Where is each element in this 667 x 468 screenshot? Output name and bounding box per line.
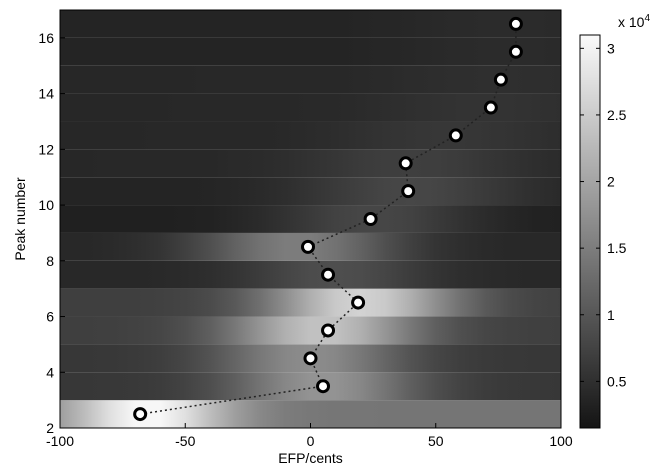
x-axis-label: EFP/cents: [278, 450, 343, 466]
peak-marker: [303, 351, 318, 366]
heatmap-band: [60, 205, 561, 233]
colorbar-exponent-power: 4: [644, 13, 650, 24]
peak-marker: [321, 267, 336, 282]
heatmap-band: [60, 316, 561, 345]
colorbar-tick-label: 3: [607, 40, 615, 56]
colorbar-ticks: 0.5 1 1.5 2 2.5 3: [580, 40, 627, 389]
y-tick-label: 6: [46, 309, 54, 325]
y-axis-ticks: 2 4 6 8 10 12 14 16: [38, 30, 65, 436]
peak-marker: [508, 16, 523, 31]
heatmap-band: [60, 65, 561, 94]
colorbar-exponent-base: x 10: [618, 14, 645, 30]
colorbar-tick-label: 0.5: [607, 373, 627, 389]
y-axis-label: Peak number: [12, 177, 28, 261]
colorbar-tick-label: 1.5: [607, 240, 627, 256]
heatmap-band: [60, 121, 561, 150]
peak-marker: [321, 323, 336, 338]
heatmap-band: [60, 177, 561, 206]
heatmap-bands: [60, 10, 561, 428]
x-tick-label: 50: [428, 433, 444, 449]
heatmap-band: [60, 10, 561, 38]
peak-marker: [508, 44, 523, 59]
peak-marker: [133, 407, 148, 422]
y-tick-label: 10: [38, 197, 54, 213]
heatmap-band: [60, 37, 561, 66]
x-tick-label: -100: [46, 433, 74, 449]
x-tick-label: 0: [307, 433, 315, 449]
colorbar-tick-label: 1: [607, 307, 615, 323]
colorbar: [579, 34, 601, 429]
heatmap-band: [60, 93, 561, 122]
peak-marker: [448, 128, 463, 143]
peak-marker: [401, 184, 416, 199]
colorbar-tick-label: 2: [607, 174, 615, 190]
peak-marker: [316, 379, 331, 394]
peak-marker: [483, 100, 498, 115]
heatmap-band: [60, 372, 561, 401]
x-tick-label: -50: [175, 433, 195, 449]
peak-marker: [398, 156, 413, 171]
y-tick-label: 4: [46, 364, 54, 380]
y-tick-label: 12: [38, 141, 54, 157]
heatmap-band: [60, 288, 561, 317]
peak-marker: [300, 239, 315, 254]
y-tick-label: 8: [46, 253, 54, 269]
heatmap-band: [60, 149, 561, 178]
peak-marker: [493, 72, 508, 87]
x-tick-label: 100: [549, 433, 573, 449]
heatmap-band: [60, 260, 561, 289]
colorbar-exponent-label: x 104: [618, 13, 650, 30]
y-tick-label: 16: [38, 30, 54, 46]
y-tick-label: 2: [46, 420, 54, 436]
x-axis-ticks: -100 -50 0 50 100: [46, 423, 573, 449]
colorbar-tick-label: 2.5: [607, 107, 627, 123]
peak-marker: [351, 295, 366, 310]
peak-markers: [133, 16, 523, 422]
y-tick-label: 14: [38, 86, 54, 102]
peak-trace-line: [140, 23, 517, 415]
peak-marker: [363, 212, 378, 226]
